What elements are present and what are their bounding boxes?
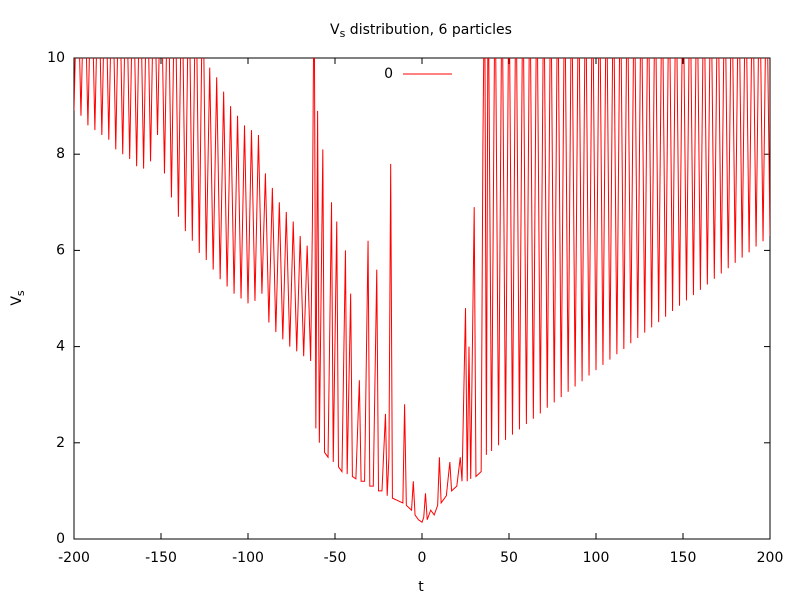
x-tick-label: -50 [324,550,347,566]
y-tick-label: 0 [56,531,65,547]
title-subscript: s [340,27,346,40]
y-axis-label: Vs [9,290,27,306]
y-tick-label: 4 [56,339,65,355]
x-tick-label: 100 [583,550,610,566]
x-tick-label: -100 [232,550,264,566]
x-tick-label: 0 [418,550,427,566]
x-tick-label: 50 [500,550,518,566]
x-tick-label: -150 [145,550,177,566]
x-tick-label: -200 [58,550,90,566]
chart-title: Vs distribution, 6 particles [330,22,512,40]
data-line [74,58,770,523]
legend-label: 0 [384,66,393,82]
y-tick-label: 6 [56,242,65,258]
y-label-subscript: s [14,290,27,296]
title-main: V [330,22,340,38]
x-tick-label: 150 [670,550,697,566]
title-rest: distribution, 6 particles [345,22,512,38]
y-tick-label: 2 [56,435,65,451]
y-tick-label: 10 [47,50,65,66]
y-tick-label: 8 [56,146,65,162]
y-label-main: V [9,296,25,306]
x-axis-label: t [418,579,424,595]
x-tick-label: 200 [757,550,784,566]
